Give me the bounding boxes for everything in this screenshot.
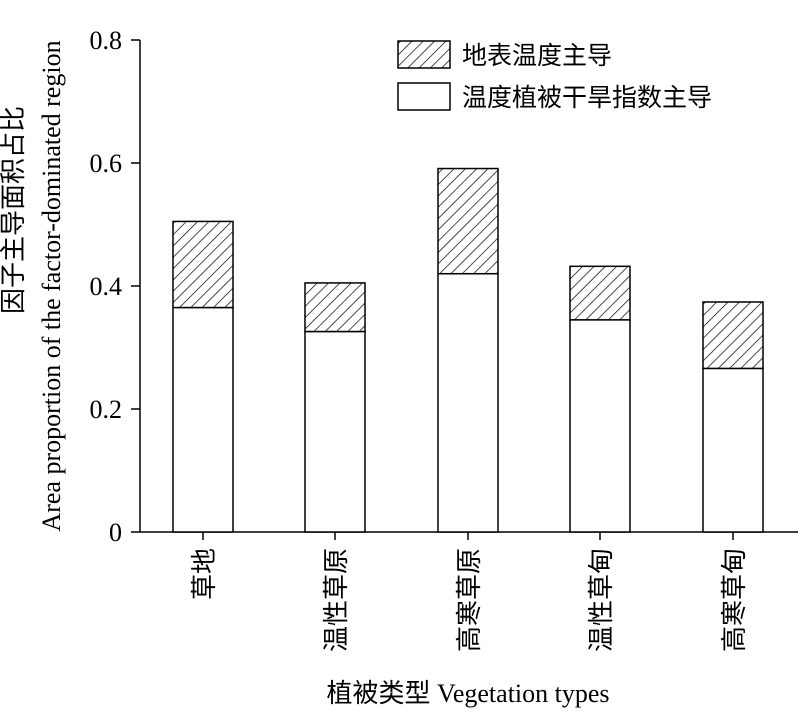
bar-segment-surface-temperature <box>304 282 366 333</box>
bar-segment-tvdi <box>702 367 764 533</box>
x-category-label: 高寒草甸 <box>720 548 750 652</box>
y-tick-label: 0.2 <box>90 395 123 424</box>
bar-segment-tvdi <box>172 306 234 533</box>
x-category-label: 温性草原 <box>322 548 352 652</box>
legend-label-tvdi: 温度植被干旱指数主导 <box>462 83 712 112</box>
bar-segment-tvdi <box>304 330 366 533</box>
bar-segment-surface-temperature <box>702 301 764 370</box>
y-tick-label: 0.8 <box>90 26 123 55</box>
legend-swatch-tvdi <box>397 82 451 111</box>
x-category-label: 草地 <box>190 548 220 600</box>
x-axis-title: 植被类型 Vegetation types <box>326 679 609 708</box>
bar-segment-tvdi <box>437 272 499 533</box>
y-axis-title-zh: 因子主导面积占比 <box>0 106 28 314</box>
bar-segment-tvdi <box>569 319 631 533</box>
legend-swatch-surface-temperature <box>397 40 451 69</box>
y-tick-label: 0 <box>109 518 122 547</box>
x-category-label: 高寒草原 <box>455 548 485 652</box>
x-category-label: 温性草甸 <box>587 548 617 652</box>
bar-segment-surface-temperature <box>569 265 631 321</box>
y-tick-label: 0.6 <box>90 149 123 178</box>
bar-segment-surface-temperature <box>437 167 499 275</box>
y-tick-label: 0.4 <box>90 272 123 301</box>
legend: 地表温度主导 温度植被干旱指数主导 <box>397 40 712 112</box>
legend-label-surface-temperature: 地表温度主导 <box>462 41 612 70</box>
y-axis-title-en: Area proportion of the factor-dominated … <box>37 40 66 531</box>
bar-segment-surface-temperature <box>172 220 234 309</box>
